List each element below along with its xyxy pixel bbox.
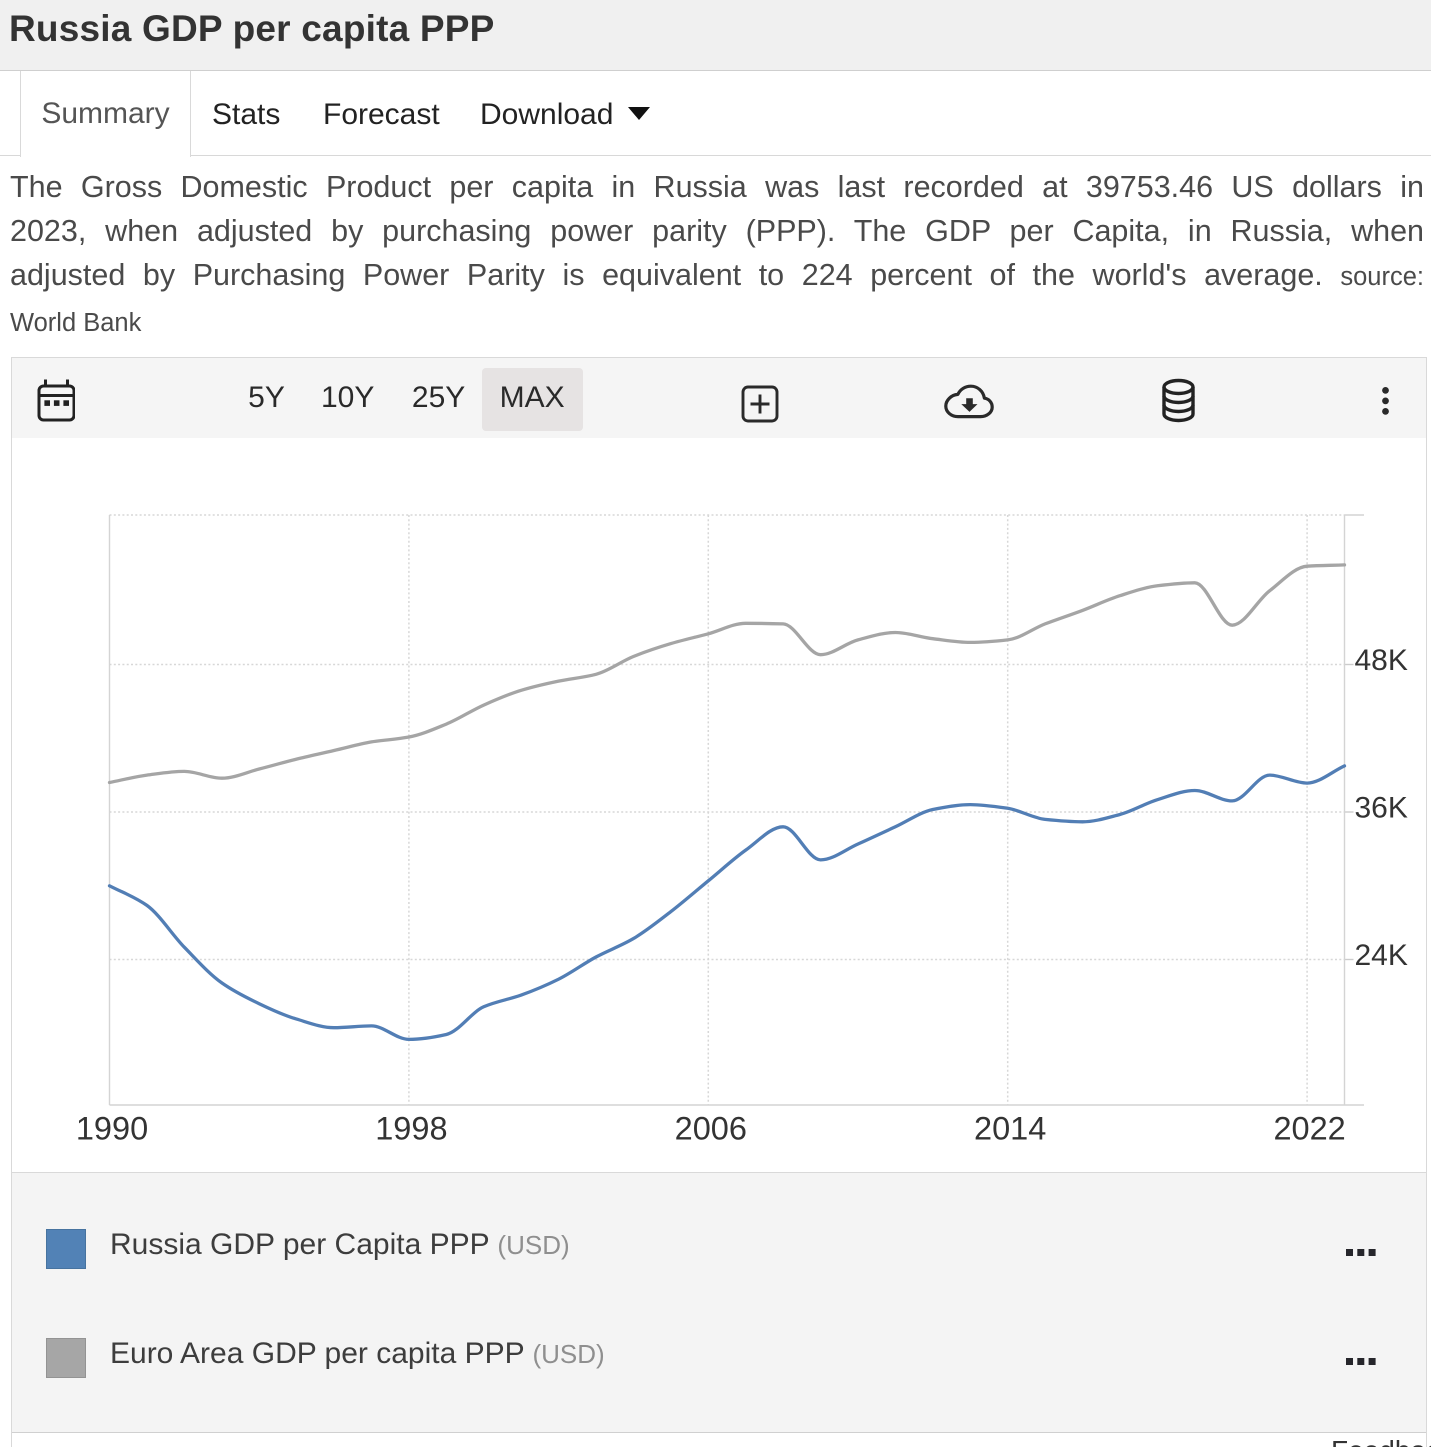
svg-text:2014: 2014 [974, 1110, 1046, 1146]
svg-text:2006: 2006 [675, 1110, 747, 1146]
svg-text:1990: 1990 [76, 1110, 148, 1146]
svg-text:2022: 2022 [1273, 1110, 1345, 1146]
svg-text:24K: 24K [1355, 939, 1408, 972]
svg-text:36K: 36K [1355, 791, 1408, 824]
svg-text:1998: 1998 [375, 1110, 447, 1146]
svg-text:48K: 48K [1355, 644, 1408, 677]
